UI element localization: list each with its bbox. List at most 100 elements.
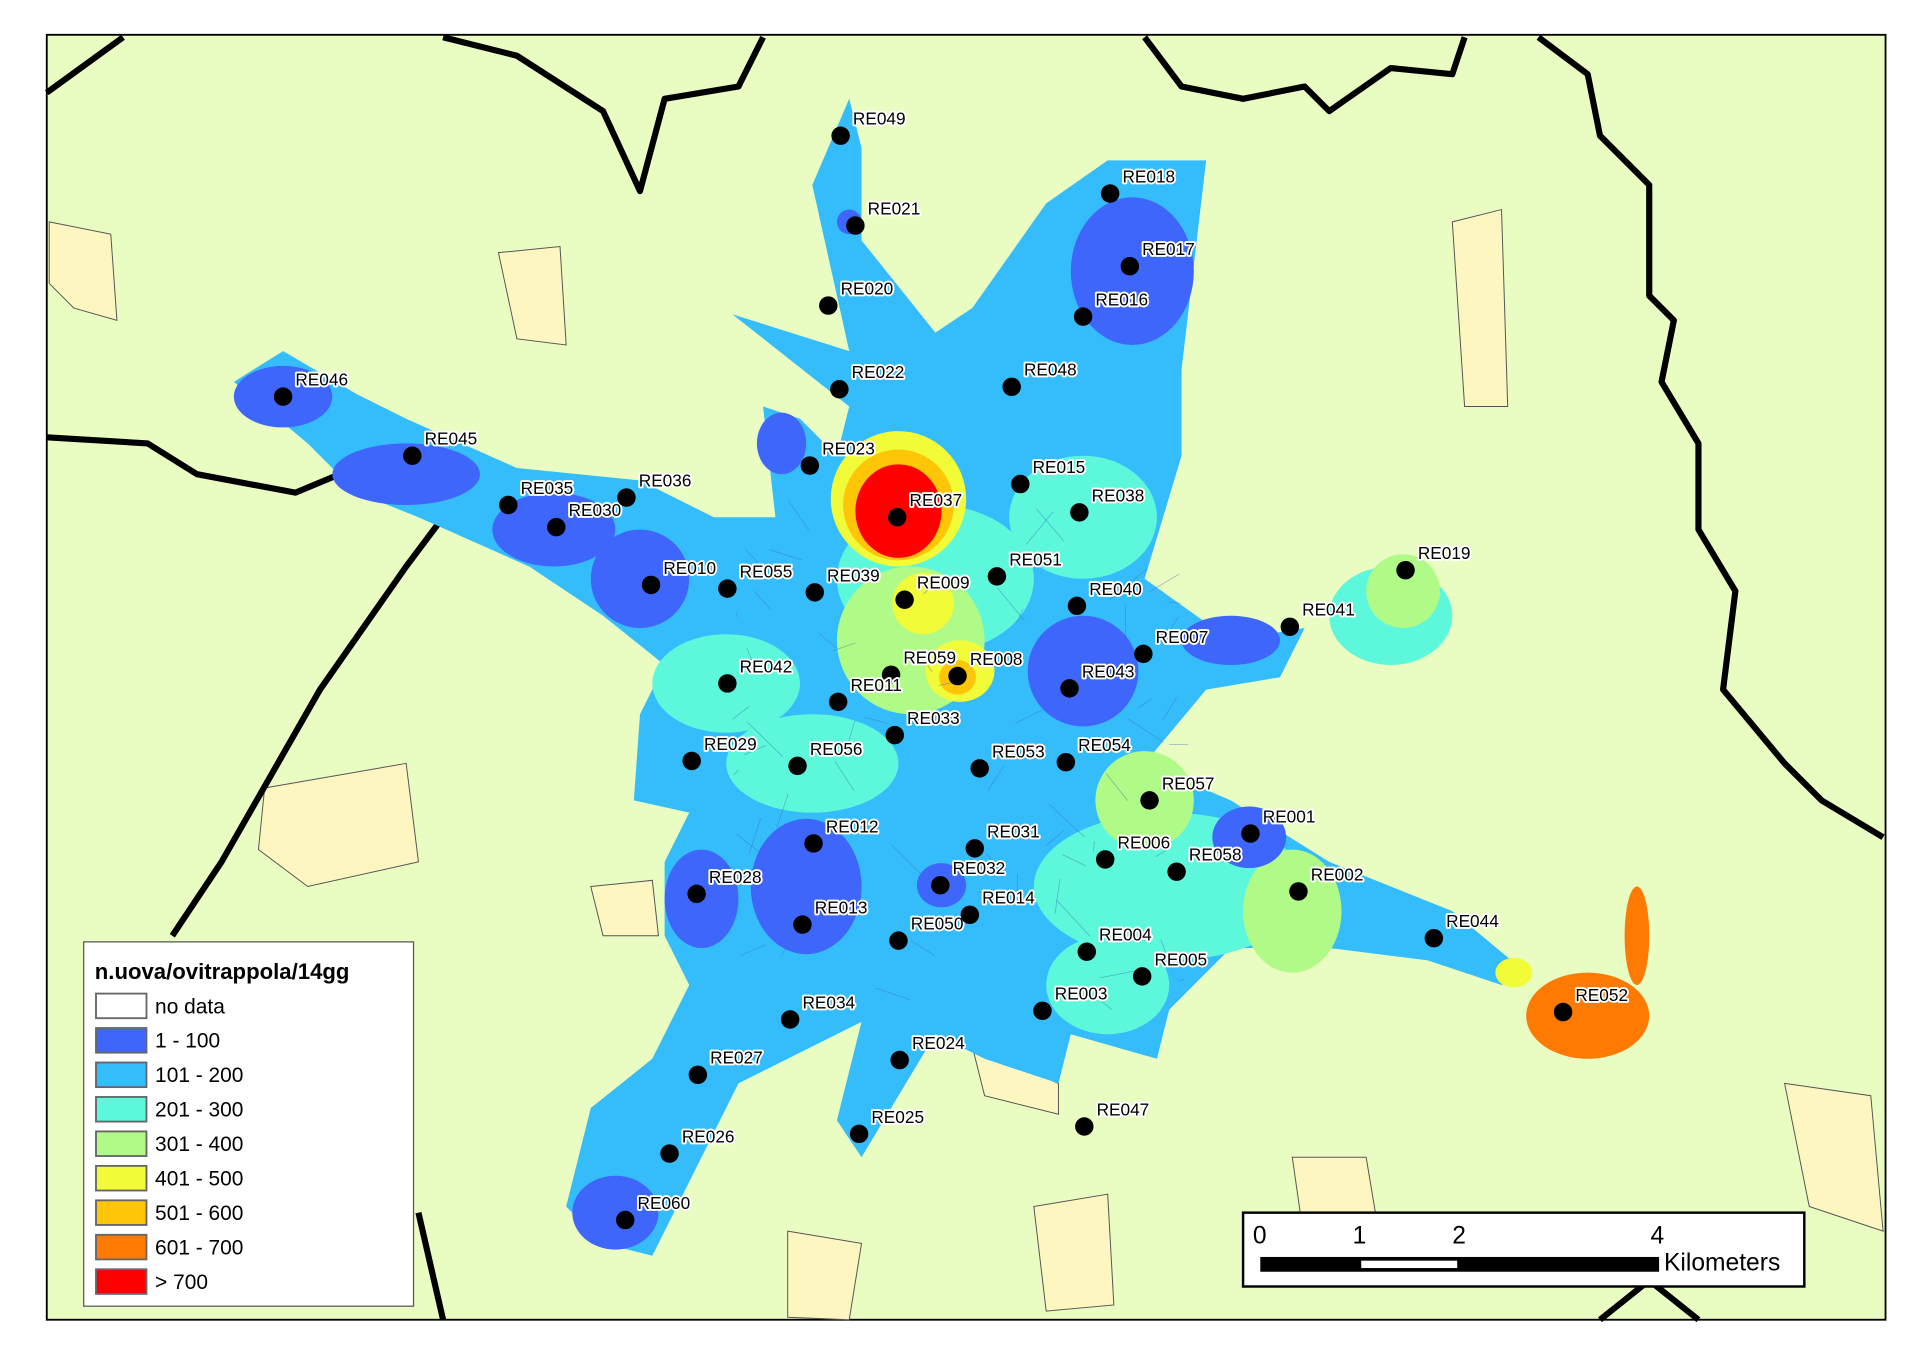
trap-point[interactable] <box>1011 475 1029 493</box>
trap-point[interactable] <box>804 834 822 852</box>
trap-point[interactable] <box>829 693 847 711</box>
trap-point[interactable] <box>499 496 517 514</box>
trap-point[interactable] <box>274 387 292 405</box>
trap-point[interactable] <box>642 576 660 594</box>
trap-point[interactable] <box>1241 824 1259 842</box>
trap-point[interactable] <box>1101 184 1119 202</box>
trap-point[interactable] <box>830 380 848 398</box>
scale-tick-1: 1 <box>1353 1222 1367 1249</box>
legend-label: 201 - 300 <box>155 1099 243 1122</box>
trap-point[interactable] <box>886 726 904 744</box>
trap-label: RE036 <box>639 471 692 491</box>
trap-point[interactable] <box>547 518 565 536</box>
surface-patch <box>726 714 898 812</box>
legend-swatch <box>96 1166 146 1191</box>
trap-point[interactable] <box>660 1144 678 1162</box>
trap-point[interactable] <box>970 759 988 777</box>
trap-label: RE006 <box>1118 832 1171 852</box>
settlement <box>788 1231 862 1320</box>
trap-point[interactable] <box>1133 967 1151 985</box>
trap-label: RE023 <box>822 439 875 459</box>
trap-label: RE032 <box>953 858 1006 878</box>
trap-point[interactable] <box>801 456 819 474</box>
trap-point[interactable] <box>1425 929 1443 947</box>
trap-point[interactable] <box>1167 863 1185 881</box>
legend-label: 1 - 100 <box>155 1030 220 1053</box>
trap-label: RE043 <box>1082 661 1135 681</box>
trap-point[interactable] <box>890 1051 908 1069</box>
trap-point[interactable] <box>689 1066 707 1084</box>
trap-point[interactable] <box>617 488 635 506</box>
trap-point[interactable] <box>895 591 913 609</box>
trap-point[interactable] <box>616 1211 634 1229</box>
trap-label: RE025 <box>871 1107 924 1127</box>
trap-point[interactable] <box>1060 679 1078 697</box>
surface-patch <box>1625 887 1650 985</box>
legend-swatch <box>96 1131 146 1156</box>
trap-point[interactable] <box>1396 561 1414 579</box>
trap-point[interactable] <box>961 906 979 924</box>
legend-swatch <box>96 1063 146 1088</box>
trap-point[interactable] <box>846 216 864 234</box>
trap-point[interactable] <box>1554 1003 1572 1021</box>
trap-point[interactable] <box>718 579 736 597</box>
trap-point[interactable] <box>966 839 984 857</box>
trap-point[interactable] <box>889 931 907 949</box>
trap-label: RE031 <box>987 821 1040 841</box>
trap-point[interactable] <box>1074 307 1092 325</box>
surface-patch <box>591 530 689 628</box>
trap-point[interactable] <box>1281 618 1299 636</box>
trap-point[interactable] <box>781 1010 799 1028</box>
settlement <box>591 880 659 935</box>
scale-tick-4: 4 <box>1650 1222 1664 1249</box>
trap-point[interactable] <box>687 885 705 903</box>
trap-point[interactable] <box>718 674 736 692</box>
trap-label: RE044 <box>1446 911 1499 931</box>
trap-point[interactable] <box>793 915 811 933</box>
trap-label: RE017 <box>1142 239 1195 259</box>
trap-point[interactable] <box>948 667 966 685</box>
trap-point[interactable] <box>1057 753 1075 771</box>
trap-label: RE007 <box>1156 627 1209 647</box>
trap-point[interactable] <box>788 757 806 775</box>
trap-label: RE055 <box>740 562 793 582</box>
trap-label: RE053 <box>992 741 1045 761</box>
legend-swatch <box>96 994 146 1019</box>
legend-swatch <box>96 1097 146 1122</box>
trap-label: RE056 <box>810 739 863 759</box>
trap-point[interactable] <box>1002 378 1020 396</box>
trap-label: RE026 <box>682 1127 735 1147</box>
legend-label: > 700 <box>155 1271 208 1294</box>
trap-point[interactable] <box>1121 257 1139 275</box>
trap-point[interactable] <box>403 447 421 465</box>
trap-label: RE005 <box>1154 949 1207 969</box>
trap-label: RE003 <box>1055 984 1108 1004</box>
trap-point[interactable] <box>1033 1002 1051 1020</box>
surface-patch <box>1495 958 1532 988</box>
trap-point[interactable] <box>1140 791 1158 809</box>
trap-label: RE048 <box>1024 360 1077 380</box>
scale-unit: Kilometers <box>1664 1250 1780 1277</box>
trap-point[interactable] <box>806 583 824 601</box>
trap-point[interactable] <box>1075 1117 1093 1135</box>
trap-point[interactable] <box>1134 645 1152 663</box>
trap-point[interactable] <box>1289 882 1307 900</box>
trap-point[interactable] <box>1070 503 1088 521</box>
trap-label: RE058 <box>1189 845 1242 865</box>
settlement <box>1034 1194 1114 1311</box>
trap-point[interactable] <box>1068 597 1086 615</box>
trap-point[interactable] <box>850 1125 868 1143</box>
trap-label: RE050 <box>911 914 964 934</box>
trap-point[interactable] <box>831 127 849 145</box>
trap-point[interactable] <box>1096 850 1114 868</box>
trap-point[interactable] <box>682 752 700 770</box>
trap-point[interactable] <box>931 876 949 894</box>
trap-point[interactable] <box>888 508 906 526</box>
scale-tick-0: 0 <box>1253 1222 1267 1249</box>
trap-point[interactable] <box>988 567 1006 585</box>
legend-swatch <box>96 1235 146 1260</box>
trap-label: RE022 <box>852 362 905 382</box>
scale-bar: 0 1 2 4 Kilometers <box>1243 1213 1804 1287</box>
trap-point[interactable] <box>819 296 837 314</box>
trap-point[interactable] <box>1078 943 1096 961</box>
